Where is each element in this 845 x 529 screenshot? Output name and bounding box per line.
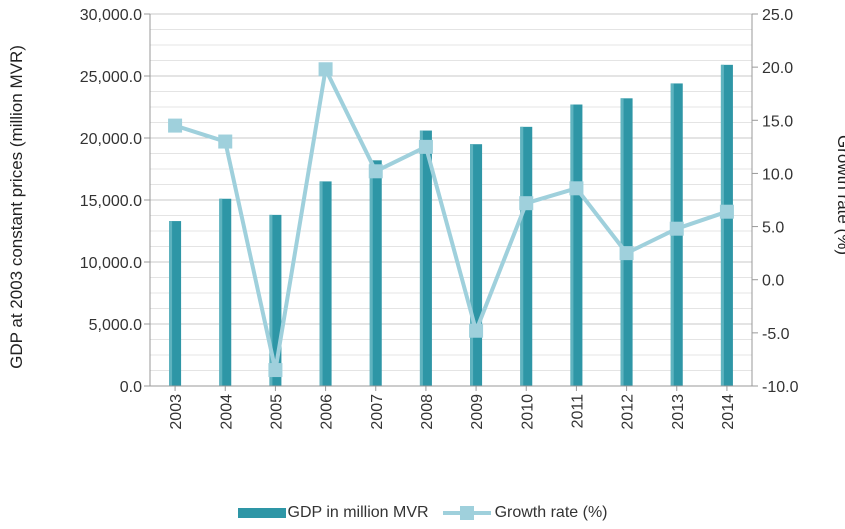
growth-marker-2007 <box>368 164 383 179</box>
x-tick-label: 2012 <box>620 394 637 430</box>
x-tick-label: 2009 <box>469 394 486 430</box>
right-tick-label: 15.0 <box>762 113 793 130</box>
left-tick-label: 15,000.0 <box>80 193 142 210</box>
bar-highlight-2009 <box>470 144 474 386</box>
legend-item-gdp: GDP in million MVR <box>237 504 429 522</box>
growth-marker-2013 <box>669 221 684 236</box>
right-axis-title: Growth rate (%) <box>834 135 845 255</box>
bar-highlight-2006 <box>319 181 323 386</box>
x-tick-label: 2006 <box>319 394 336 430</box>
left-tick-label: 25,000.0 <box>80 69 142 86</box>
growth-marker-2003 <box>168 118 183 133</box>
left-tick-label: 30,000.0 <box>80 7 142 24</box>
x-tick-label: 2011 <box>569 394 586 429</box>
right-tick-label: 10.0 <box>762 166 793 183</box>
x-tick-label: 2003 <box>168 394 185 430</box>
bar-highlight-2003 <box>169 221 173 386</box>
growth-marker-2006 <box>318 62 333 77</box>
x-tick-label: 2013 <box>670 394 687 430</box>
bar-highlight-2007 <box>369 160 373 386</box>
legend-label-gdp: GDP in million MVR <box>287 504 429 521</box>
legend: GDP in million MVR Growth rate (%) <box>0 500 845 526</box>
growth-marker-2004 <box>218 134 233 149</box>
legend-label-growth: Growth rate (%) <box>494 504 608 521</box>
legend-item-growth: Growth rate (%) <box>442 504 608 522</box>
growth-marker-2012 <box>619 246 634 261</box>
left-tick-label: 5,000.0 <box>89 317 142 334</box>
combo-chart: 0.0 5,000.0 10,000.0 15,000.0 20,000.0 25,000… <box>7 7 845 430</box>
bar-highlight-2010 <box>520 126 524 386</box>
x-tick-label: 2010 <box>519 394 536 430</box>
right-tick-label: 20.0 <box>762 60 793 77</box>
x-axis-ticks: 2003 2004 2005 2006 2007 2008 2009 2010 2011 2012… <box>168 386 737 430</box>
bar-highlight-2012 <box>620 98 624 386</box>
left-tick-label: 10,000.0 <box>80 255 142 272</box>
right-tick-label: -5.0 <box>762 326 790 343</box>
right-tick-label: 5.0 <box>762 220 784 237</box>
x-tick-label: 2007 <box>369 394 386 430</box>
gridlines <box>150 13 752 387</box>
bar-highlight-2008 <box>419 130 423 386</box>
left-axis-ticks: 0.0 5,000.0 10,000.0 15,000.0 20,000.0 25,000… <box>80 7 150 396</box>
growth-line <box>174 67 728 373</box>
bar-highlight-2005 <box>269 214 273 386</box>
growth-marker-2011 <box>569 181 584 196</box>
growth-marker-2005 <box>268 363 283 378</box>
bar-highlight-2014 <box>720 64 724 386</box>
x-tick-label: 2004 <box>218 394 235 430</box>
growth-marker-2010 <box>519 196 534 211</box>
left-axis-title: GDP at 2003 constant prices (million MVR… <box>7 45 26 369</box>
left-tick-label: 20,000.0 <box>80 131 142 148</box>
growth-marker-2014 <box>719 204 734 219</box>
growth-marker-2009 <box>469 323 484 338</box>
x-tick-label: 2014 <box>720 394 737 430</box>
line-series-growth <box>168 62 734 378</box>
x-tick-label: 2005 <box>268 394 285 430</box>
left-tick-label: 0.0 <box>120 379 142 396</box>
right-tick-label: 0.0 <box>762 273 784 290</box>
growth-marker-2008 <box>418 139 433 154</box>
bar-highlight-2004 <box>219 198 223 386</box>
right-tick-label: 25.0 <box>762 7 793 24</box>
legend-swatch-gdp <box>237 508 286 518</box>
right-axis-ticks: -10.0 -5.0 0.0 5.0 10.0 15.0 20.0 25.0 <box>752 7 799 396</box>
bar-highlight-2011 <box>570 104 574 387</box>
right-tick-label: -10.0 <box>762 379 799 396</box>
x-tick-label: 2008 <box>419 394 436 430</box>
bar-series-gdp <box>169 64 733 387</box>
legend-swatch-growth <box>442 506 491 520</box>
